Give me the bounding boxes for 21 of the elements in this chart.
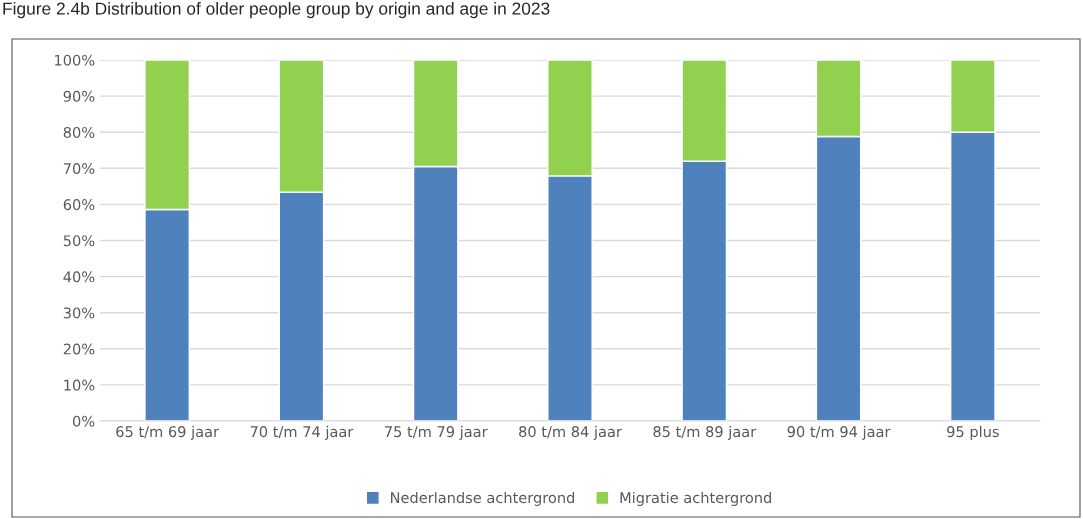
x-tick-label: 65 t/m 69 jaar	[116, 425, 220, 440]
legend-label: Nederlandse achtergrond	[391, 491, 575, 506]
y-tick-label: 90%	[63, 90, 95, 102]
x-tick-label: 95 plus	[947, 425, 999, 440]
x-tick-label: 90 t/m 94 jaar	[787, 425, 891, 440]
y-tick-label: 70%	[63, 163, 95, 175]
y-tick-label: 10%	[64, 379, 95, 391]
legend-label: Migratie achtergrond	[620, 491, 771, 506]
x-tick-label: 70 t/m 74 jaar	[250, 425, 354, 440]
x-tick-label: 75 t/m 79 jaar	[385, 425, 488, 440]
y-tick-label: 30%	[63, 307, 95, 319]
y-tick-label: 20%	[63, 343, 95, 355]
y-tick-label: 60%	[63, 199, 95, 211]
y-tick-label: 50%	[63, 235, 95, 247]
x-tick-label: 85 t/m 89 jaar	[653, 425, 757, 440]
y-tick-label: 100%	[55, 54, 95, 66]
y-tick-label: 80%	[63, 126, 95, 138]
x-tick-label: 80 t/m 84 jaar	[519, 425, 622, 440]
y-tick-label: 40%	[63, 271, 95, 283]
y-tick-label: 0%	[72, 415, 95, 427]
chart-title: Figure 2.4b Distribution of older people group by origin and age in 2023	[3, 2, 550, 19]
